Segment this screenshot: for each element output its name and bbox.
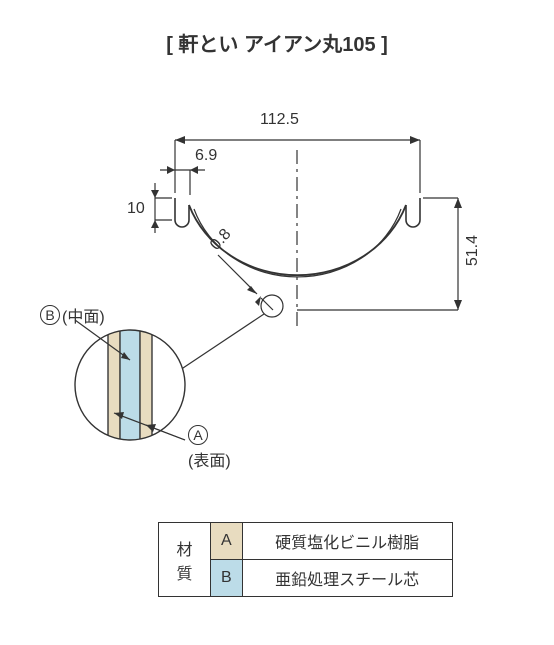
- material-header: 材質: [159, 523, 211, 597]
- callout-B-note: (中面): [62, 303, 105, 327]
- material-desc-A: 硬質塩化ビニル樹脂: [242, 523, 452, 560]
- material-table: 材質 A 硬質塩化ビニル樹脂 B 亜鉛処理スチール芯: [158, 522, 453, 597]
- page-title: [ 軒とい アイアン丸105 ]: [0, 28, 554, 57]
- detail-indicator: [261, 295, 283, 317]
- material-desc-B: 亜鉛処理スチール芯: [242, 560, 452, 597]
- dim-liph-text: 10: [127, 200, 145, 218]
- dim-width-text: 112.5: [260, 111, 299, 129]
- circled-B-icon: B: [40, 305, 60, 325]
- layer-B: [120, 325, 140, 445]
- material-key-A: A: [211, 523, 243, 560]
- diagram-svg: [60, 105, 490, 475]
- layer-A-left: [108, 325, 120, 445]
- table-row: 材質 A 硬質塩化ビニル樹脂: [159, 523, 453, 560]
- callout-B: B (中面): [40, 303, 105, 327]
- circled-A-icon: A: [188, 425, 208, 445]
- dim-depth-text: 51.4: [464, 235, 482, 266]
- detail-view: [70, 325, 190, 445]
- gutter-left-lip: [175, 198, 189, 227]
- dim-lipw-text: 6.9: [195, 147, 217, 165]
- gutter-right-lip: [406, 198, 420, 227]
- material-key-B: B: [211, 560, 243, 597]
- detail-leader: [180, 314, 264, 370]
- callout-A: A (表面): [188, 425, 231, 471]
- technical-diagram: 112.5 6.9 10 0.8 51.4 B (中面) A (表面): [60, 105, 490, 475]
- callout-A-note: (表面): [188, 447, 231, 471]
